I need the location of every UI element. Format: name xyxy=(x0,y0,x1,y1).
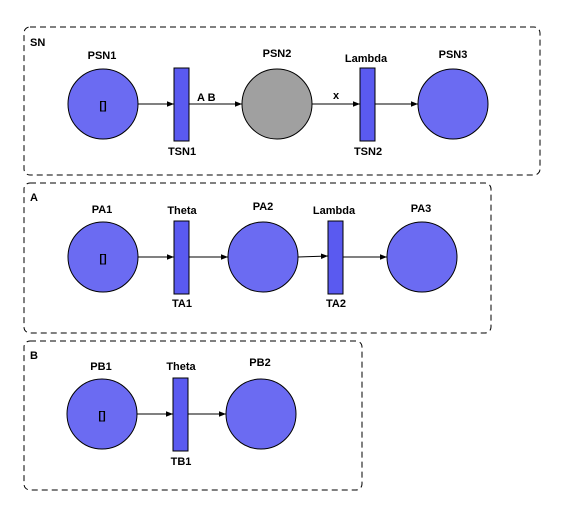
place-label: PA2 xyxy=(253,201,274,213)
place-label: PSN3 xyxy=(439,49,468,61)
module-label: SN xyxy=(30,37,45,49)
transition-guard: Theta xyxy=(167,205,197,217)
place-pa3[interactable] xyxy=(386,221,458,293)
transition-tsn1[interactable] xyxy=(173,67,190,142)
transition-label: TSN1 xyxy=(168,146,196,158)
place-label: PA1 xyxy=(92,204,113,216)
place-token: [] xyxy=(99,253,107,265)
transition-label: TB1 xyxy=(171,456,192,468)
module-label: B xyxy=(30,350,38,362)
module-frame xyxy=(23,182,492,334)
transition-label: TSN2 xyxy=(354,146,382,158)
transition-tb1[interactable] xyxy=(172,377,189,452)
transition-label: TA2 xyxy=(326,298,346,310)
arc xyxy=(297,253,329,260)
arc-label: x xyxy=(333,90,340,102)
transition-label: TA1 xyxy=(172,298,192,310)
module-a: A PA1 [] Theta TA1 PA2 Lambda TA2 PA3 xyxy=(23,182,492,334)
place-token: [] xyxy=(99,100,107,112)
transition-tsn2[interactable] xyxy=(359,67,376,142)
transition-guard: Theta xyxy=(166,361,196,373)
arc-label: A B xyxy=(197,92,216,104)
place-label: PSN2 xyxy=(263,48,292,60)
place-pa2[interactable] xyxy=(227,221,299,293)
transition-guard: Lambda xyxy=(345,53,388,65)
place-label: PSN1 xyxy=(88,50,117,62)
transition-ta1[interactable] xyxy=(173,220,190,295)
place-psn3[interactable] xyxy=(417,68,489,140)
transition-ta2[interactable] xyxy=(327,220,344,295)
module-frame xyxy=(23,26,541,176)
place-label: PB2 xyxy=(249,357,270,369)
module-frame xyxy=(23,340,363,491)
place-psn2[interactable] xyxy=(241,68,313,140)
place-label: PA3 xyxy=(411,203,432,215)
place-token: [] xyxy=(98,410,106,422)
module-sn: SN PSN1 [] TSN1 A B PSN2 x Lambda TSN2 P… xyxy=(23,26,541,176)
place-label: PB1 xyxy=(90,361,111,373)
place-pb2[interactable] xyxy=(225,378,297,450)
module-b: B PB1 [] Theta TB1 PB2 xyxy=(23,340,363,491)
transition-guard: Lambda xyxy=(313,205,356,217)
module-label: A xyxy=(30,192,38,204)
